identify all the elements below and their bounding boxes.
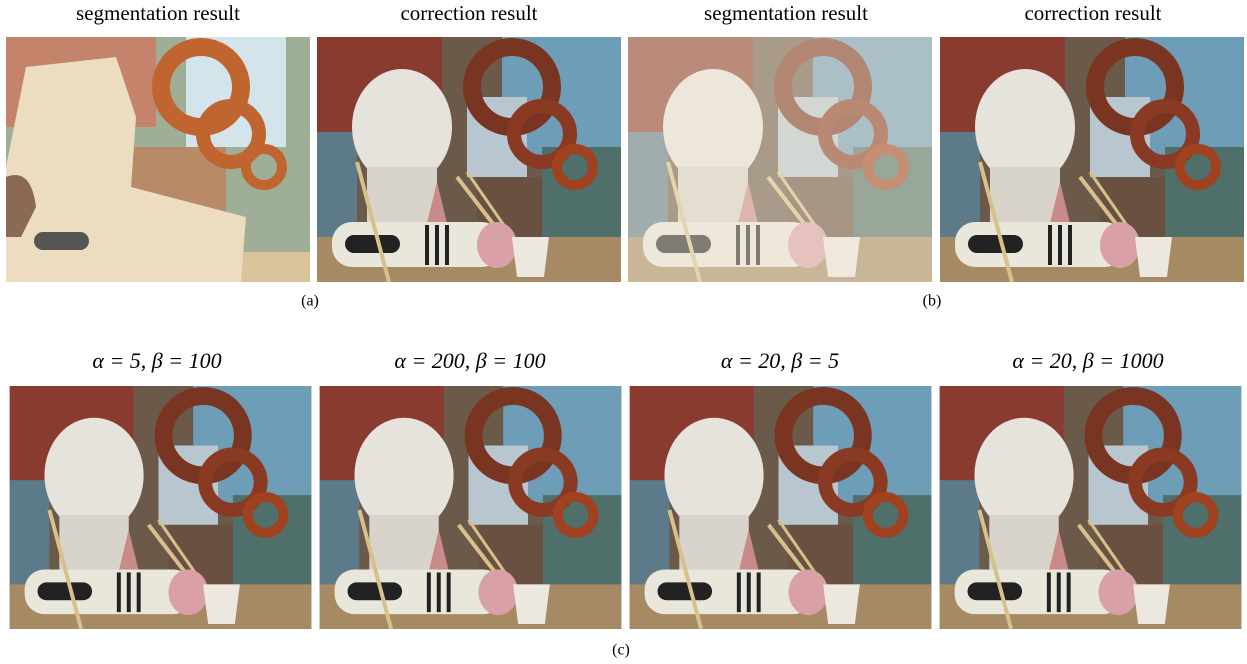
image-title: correction result [1024, 1, 1161, 25]
image-title: α = 5, β = 100 [92, 348, 221, 373]
panel-caption: (c) [612, 642, 630, 659]
figure: segmentation result correction result se… [0, 0, 1247, 664]
image-title: segmentation result [76, 1, 240, 25]
image-title: α = 200, β = 100 [394, 348, 545, 373]
correction-image [317, 37, 621, 282]
segmentation-image [6, 37, 310, 282]
image-title: α = 20, β = 5 [721, 348, 839, 373]
panel-caption: (b) [923, 293, 942, 310]
result-image [940, 386, 1242, 629]
image-title: correction result [400, 1, 537, 25]
correction-image [940, 37, 1244, 282]
image-title: α = 20, β = 1000 [1012, 348, 1163, 373]
result-image [630, 386, 932, 629]
panel-caption: (a) [301, 293, 319, 310]
result-image [10, 386, 312, 629]
result-image [320, 386, 622, 629]
image-title: segmentation result [704, 1, 868, 25]
segmentation-image [628, 37, 932, 282]
